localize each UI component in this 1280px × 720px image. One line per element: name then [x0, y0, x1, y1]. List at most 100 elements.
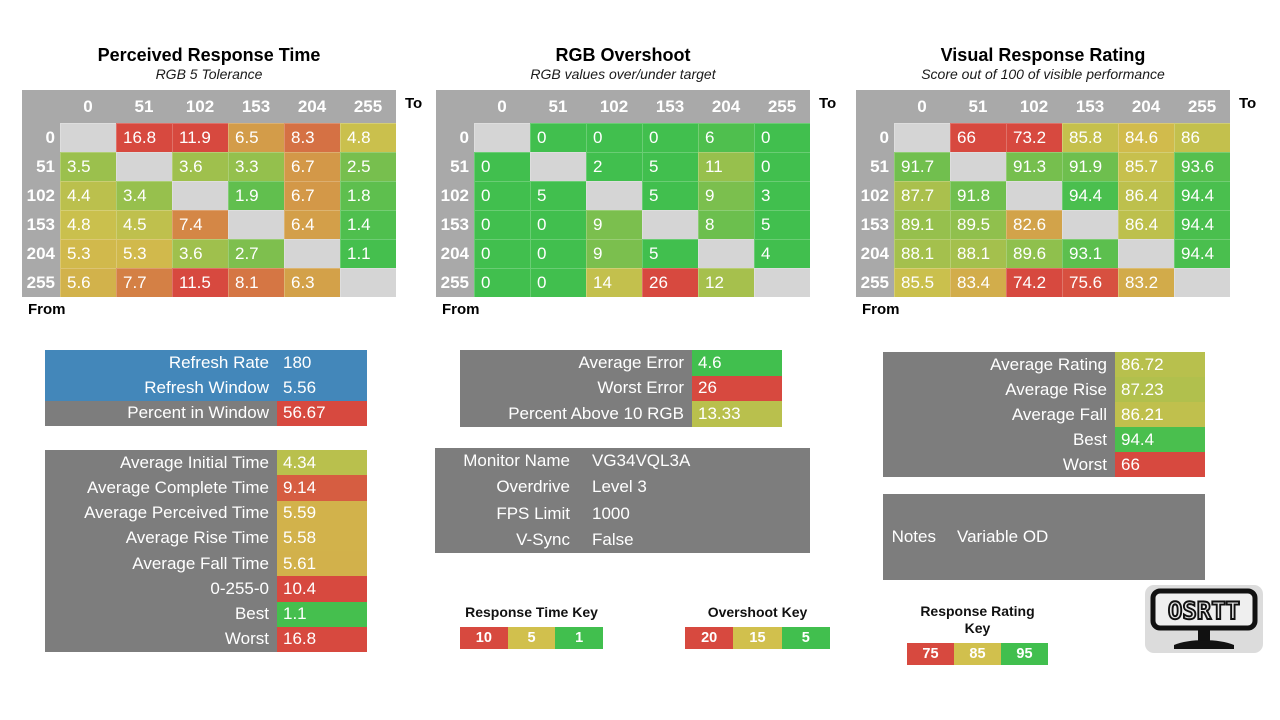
- matrix-cell: 0: [754, 152, 810, 181]
- matrix-cell: 8.3: [284, 123, 340, 152]
- stat-row: Average Rating 86.72: [883, 352, 1205, 377]
- monitor-icon: OSRTT: [1150, 588, 1258, 649]
- stat-value: 16.8: [277, 626, 367, 652]
- stat-row: Average Rise 87.23: [883, 377, 1205, 402]
- matrix-diagonal-cell: [950, 152, 1006, 181]
- osrtt-logo: OSRTT: [1145, 585, 1263, 653]
- stat-label: Average Rise Time: [125, 528, 269, 548]
- matrix-cell: 6.5: [228, 123, 284, 152]
- matrix-cell: 91.8: [950, 181, 1006, 210]
- matrix-cell: 6: [698, 123, 754, 152]
- stat-label: Refresh Window: [144, 377, 269, 397]
- stat-row: Worst Error 26: [460, 375, 782, 402]
- matrix-cell: 3.6: [172, 152, 228, 181]
- matrix-diagonal-cell: [586, 181, 642, 210]
- matrix-col-header: 102: [172, 90, 228, 123]
- stat-row: FPS Limit 1000: [435, 501, 810, 527]
- matrix-row-header: 255: [856, 268, 894, 297]
- stat-label: Average Fall Time: [132, 553, 269, 573]
- matrix-col-header: 255: [754, 90, 810, 123]
- matrix-cell: 0: [474, 152, 530, 181]
- stat-value: 1.1: [277, 601, 367, 627]
- matrix-cell: 89.6: [1006, 239, 1062, 268]
- matrix-row-header: 204: [436, 239, 474, 268]
- key-title: Overshoot Key: [707, 604, 808, 620]
- matrix-cell: 5.3: [116, 239, 172, 268]
- matrix-col-header: 255: [340, 90, 396, 123]
- matrix-cell: 7.7: [116, 268, 172, 297]
- stat-row: Percent Above 10 RGB 13.33: [460, 401, 782, 427]
- matrix-cell: 85.7: [1118, 152, 1174, 181]
- stat-row: Average Complete Time 9.14: [45, 475, 367, 501]
- response-time-heatmap: 0 51 102 153 204 255 0 16.8 11.9 6.5 8.3 4.8 51 3.5 3.…: [22, 90, 396, 297]
- matrix-cell: 12: [698, 268, 754, 297]
- matrix-col-header: 51: [116, 90, 172, 123]
- matrix-cell: 0: [530, 210, 586, 239]
- matrix-cell: 83.2: [1118, 268, 1174, 297]
- matrix-cell: 0: [530, 268, 586, 297]
- matrix-row-header: 51: [856, 152, 894, 181]
- stat-label: Notes: [891, 527, 936, 546]
- matrix-cell: 9: [698, 181, 754, 210]
- rgb-overshoot-panel: RGB Overshoot RGB values over/under targ…: [436, 44, 836, 318]
- key-title: Response Time Key: [465, 604, 598, 620]
- matrix-corner: [22, 90, 60, 123]
- matrix-diagonal-cell: [1006, 181, 1062, 210]
- stat-row: Worst 66: [883, 452, 1205, 477]
- matrix-cell: 82.6: [1006, 210, 1062, 239]
- matrix-diagonal-cell: [894, 123, 950, 152]
- heatmap-wrap: 0 51 102 153 204 255 0 16.8 11.9 6.5 8.3 4.8 51 3.5 3.…: [22, 90, 422, 318]
- overshoot-stats-box: Average Error 4.6 Worst Error 26 Percent Abo…: [460, 350, 782, 427]
- stat-value: 87.23: [1115, 377, 1205, 402]
- matrix-cell: 9: [586, 210, 642, 239]
- matrix-row-header: 204: [22, 239, 60, 268]
- stat-label: Overdrive: [496, 477, 570, 497]
- matrix-cell: 84.6: [1118, 123, 1174, 152]
- matrix-cell: 14: [586, 268, 642, 297]
- matrix-cell: 11.9: [172, 123, 228, 152]
- stat-value: 26: [692, 375, 782, 402]
- matrix-col-header: 204: [1118, 90, 1174, 123]
- matrix-cell: 2: [586, 152, 642, 181]
- matrix-cell: 94.4: [1174, 210, 1230, 239]
- stat-label: Monitor Name: [463, 451, 570, 471]
- matrix-cell: 5: [642, 239, 698, 268]
- matrix-diagonal-cell: [1118, 239, 1174, 268]
- stat-value: 4.34: [277, 450, 367, 476]
- matrix-cell: 91.9: [1062, 152, 1118, 181]
- axis-to-label: To: [405, 95, 423, 112]
- stat-value: 5.58: [277, 525, 367, 551]
- matrix-col-header: 153: [1062, 90, 1118, 123]
- stat-value: 86.72: [1115, 352, 1205, 377]
- matrix-corner: [856, 90, 894, 123]
- stat-value: 180: [283, 352, 312, 372]
- key-cell: 5: [781, 627, 830, 649]
- matrix-cell: 5.3: [60, 239, 116, 268]
- matrix-cell: 8.1: [228, 268, 284, 297]
- matrix-diagonal-cell: [284, 239, 340, 268]
- stat-label: Refresh Rate: [168, 352, 269, 372]
- key-bar: 20 15 5: [685, 627, 830, 649]
- stat-value: 5.59: [277, 500, 367, 526]
- heatmap-wrap: 0 51 102 153 204 255 0 66 73.2 85.8 84.6 86 51 91.7 91…: [856, 90, 1256, 318]
- stat-value: 5.56: [283, 377, 317, 397]
- stat-value: False: [592, 529, 634, 549]
- heatmap-wrap: 0 51 102 153 204 255 0 0 0 0 6 0 51 0 2 5 11 0 102 0 5 5 9 3 153…: [436, 90, 836, 318]
- stat-value: 5.61: [277, 551, 367, 577]
- matrix-cell: 85.8: [1062, 123, 1118, 152]
- matrix-col-header: 0: [60, 90, 116, 123]
- matrix-cell: 94.4: [1174, 181, 1230, 210]
- matrix-cell: 66: [950, 123, 1006, 152]
- panel-title: Perceived Response Time: [97, 45, 321, 65]
- stat-label: Average Initial Time: [120, 452, 269, 472]
- matrix-diagonal-cell: [116, 152, 172, 181]
- monitor-info-box: Monitor Name VG34VQL3A Overdrive Level 3 FPS…: [435, 448, 810, 553]
- matrix-cell: 75.6: [1062, 268, 1118, 297]
- matrix-cell: 4.5: [116, 210, 172, 239]
- stat-value: 10.4: [277, 576, 367, 602]
- matrix-cell: 4.8: [60, 210, 116, 239]
- stat-label: Average Rating: [990, 354, 1107, 374]
- stat-value: 56.67: [277, 400, 367, 426]
- stat-label: Worst: [1062, 454, 1107, 474]
- matrix-col-header: 0: [474, 90, 530, 123]
